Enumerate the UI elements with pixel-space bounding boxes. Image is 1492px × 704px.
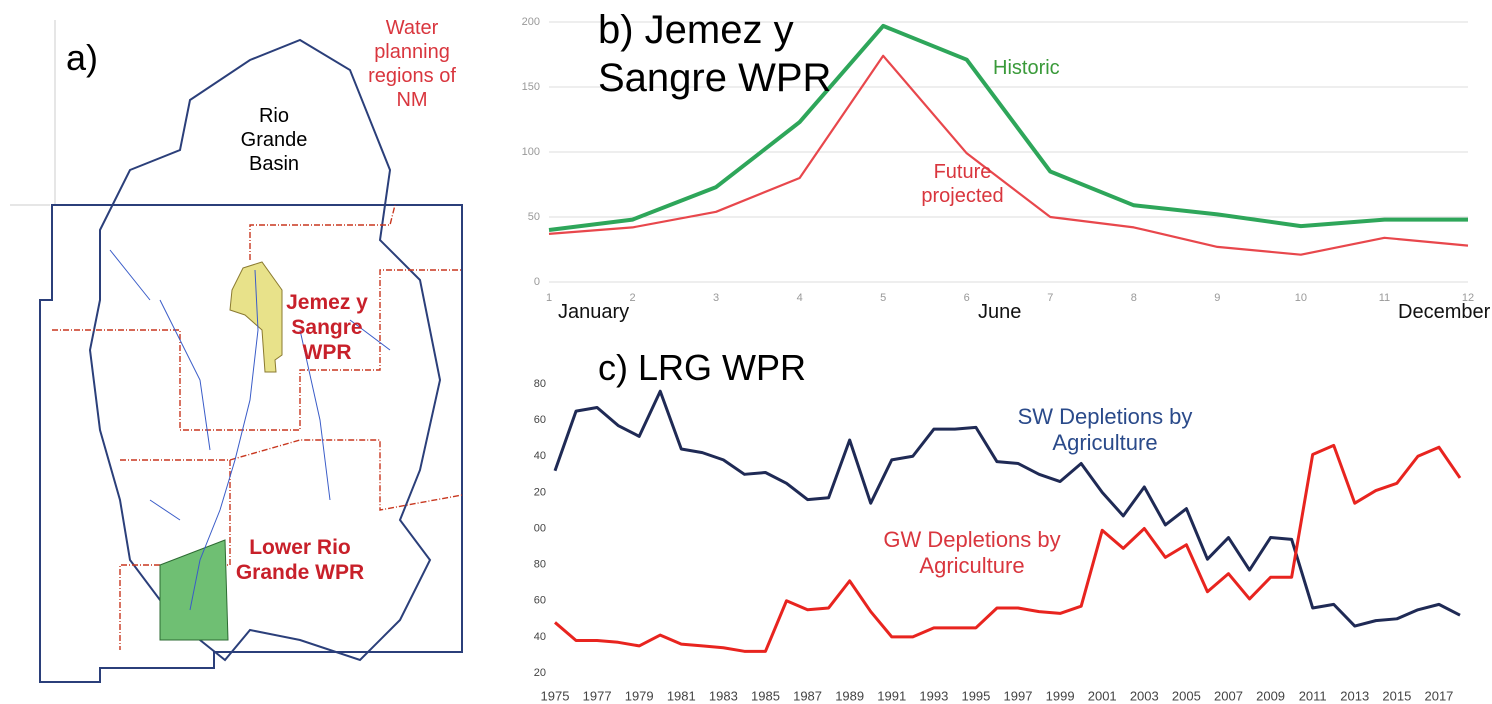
y-tick-label: 40 <box>534 450 546 462</box>
x-tick-label: 6 <box>964 292 970 304</box>
x-tick-label: 1981 <box>667 688 696 703</box>
x-tick-label: 8 <box>1131 292 1137 304</box>
x-tick-label: 2015 <box>1382 688 1411 703</box>
y-tick-label: 150 <box>522 81 540 93</box>
y-tick-label: 200 <box>522 16 540 28</box>
chart-title: c) LRG WPR <box>598 347 807 388</box>
x-tick-label: 2007 <box>1214 688 1243 703</box>
x-tick-label: 1991 <box>877 688 906 703</box>
x-tick-label: 3 <box>713 292 719 304</box>
annotation: January <box>558 301 630 323</box>
x-tick-label: 2003 <box>1130 688 1159 703</box>
x-tick-label: 1987 <box>793 688 822 703</box>
x-tick-label: 1989 <box>835 688 864 703</box>
series-label: Future projected <box>921 161 1004 207</box>
annotation: December <box>1398 301 1491 323</box>
x-tick-label: 2013 <box>1340 688 1369 703</box>
series-line <box>548 54 1469 256</box>
y-tick-label: 80 <box>534 378 546 390</box>
series-label: GW Depletions by Agriculture <box>883 527 1061 579</box>
map-label: Lower Rio Grande WPR <box>235 536 365 585</box>
map-label: Rio Grande Basin <box>240 105 308 175</box>
x-tick-label: 4 <box>797 292 803 304</box>
y-tick-label: 40 <box>534 631 546 643</box>
y-tick-label: 0 <box>534 276 540 288</box>
x-tick-label: 2005 <box>1172 688 1201 703</box>
y-tick-label: 60 <box>534 595 546 607</box>
series-line <box>554 443 1462 653</box>
x-tick-label: 11 <box>1379 292 1390 304</box>
y-tick-label: 50 <box>528 211 540 223</box>
y-tick-label: 80 <box>534 559 546 571</box>
x-tick-label: 1995 <box>961 688 990 703</box>
y-tick-label: 20 <box>534 486 546 498</box>
x-tick-label: 10 <box>1295 292 1307 304</box>
series-line <box>553 389 1461 628</box>
jemez-region <box>229 261 283 373</box>
x-tick-label: 1999 <box>1046 688 1075 703</box>
x-tick-label: 9 <box>1214 292 1220 304</box>
y-tick-label: 60 <box>534 414 546 426</box>
map-label: Jemez y Sangre WPR <box>286 291 368 365</box>
annotation: June <box>978 301 1022 323</box>
x-tick-label: 1975 <box>541 688 570 703</box>
series-label: Historic <box>993 57 1060 79</box>
x-tick-label: 1979 <box>625 688 654 703</box>
x-tick-label: 2 <box>629 292 635 304</box>
x-tick-label: 1977 <box>583 688 612 703</box>
x-tick-label: 5 <box>880 292 886 304</box>
x-tick-label: 1993 <box>919 688 948 703</box>
x-tick-label: 1983 <box>709 688 738 703</box>
x-tick-label: 2001 <box>1088 688 1117 703</box>
series-line <box>548 23 1468 232</box>
map <box>10 20 463 683</box>
y-tick-label: 20 <box>534 667 546 679</box>
region-boundary <box>52 204 463 650</box>
x-tick-label: 2017 <box>1424 688 1453 703</box>
basin-outline <box>88 38 442 662</box>
y-tick-label: 100 <box>522 146 540 158</box>
chart-title: b) Jemez y Sangre WPR <box>598 8 832 100</box>
x-tick-label: 1997 <box>1004 688 1033 703</box>
x-tick-label: 1985 <box>751 688 780 703</box>
y-tick-label: 00 <box>534 522 546 534</box>
series-label: SW Depletions by Agriculture <box>1017 404 1193 456</box>
x-tick-label: 7 <box>1047 292 1053 304</box>
x-tick-label: 2011 <box>1299 688 1327 703</box>
map-label: Water planning regions of NM <box>368 17 456 111</box>
x-tick-label: 12 <box>1462 292 1474 304</box>
state-outline <box>39 204 463 683</box>
panel-label: a) <box>66 37 99 78</box>
x-tick-label: 1 <box>546 292 552 304</box>
river <box>109 249 391 611</box>
x-tick-label: 2009 <box>1256 688 1285 703</box>
